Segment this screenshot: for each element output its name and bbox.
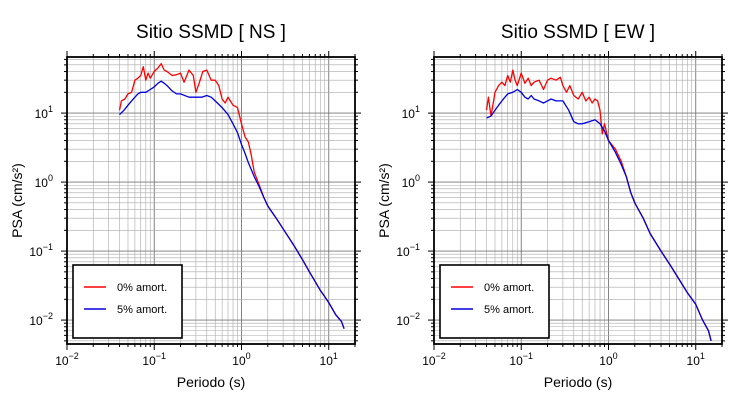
x-tick-label: 101 [320, 351, 338, 368]
chart-panel-ew: 10−2 10−1 100 101 10−2 10−1 100 101 Sitio SSMD [… [376, 22, 728, 390]
chart-title: Sitio SSMD [ NS ] [136, 22, 286, 43]
legend-label: 0% amort. [484, 282, 534, 294]
x-tick-label: 101 [687, 351, 705, 368]
x-tick-label: 100 [232, 351, 250, 368]
y-tick-label: 100 [35, 173, 53, 190]
y-axis-label: PSA (cm/s²) [9, 163, 25, 238]
x-tick-label: 10−1 [509, 351, 533, 368]
x-tick-label: 10−1 [142, 351, 166, 368]
y-tick-label: 101 [402, 104, 420, 121]
x-tick-label: 10−2 [55, 351, 79, 368]
plot-frame [433, 56, 723, 345]
x-tick-label: 10−2 [422, 351, 446, 368]
legend-label: 5% amort. [117, 304, 167, 316]
legend-label: 0% amort. [117, 282, 167, 294]
x-axis-label: Periodo (s) [544, 374, 612, 390]
plot-frame [66, 56, 356, 345]
y-tick-label: 101 [35, 104, 53, 121]
legend-label: 5% amort. [484, 304, 534, 316]
legend-box [439, 264, 550, 339]
y-tick-label: 10−1 [396, 242, 420, 259]
y-tick-label: 10−2 [29, 311, 53, 328]
chart-title: Sitio SSMD [ EW ] [501, 22, 655, 43]
x-tick-label: 100 [599, 351, 617, 368]
chart-panel-ns: 10−2 10−1 100 101 10−2 10−1 100 101 Sitio SSMD [… [9, 22, 361, 390]
y-tick-label: 10−2 [396, 311, 420, 328]
y-axis-label: PSA (cm/s²) [376, 163, 392, 238]
x-axis-label: Periodo (s) [177, 374, 245, 390]
legend-box [72, 264, 183, 339]
y-tick-label: 10−1 [29, 242, 53, 259]
series-line [486, 88, 712, 341]
series-line [119, 80, 345, 329]
y-tick-label: 100 [402, 173, 420, 190]
